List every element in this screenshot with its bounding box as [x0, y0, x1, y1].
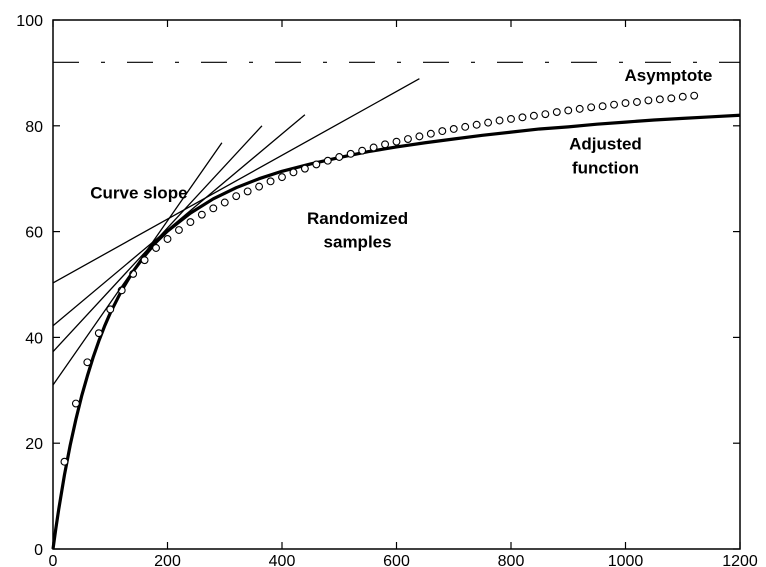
sample-point [140, 256, 149, 265]
annotations: Asymptote Adjusted function Curve slope Rand… [90, 66, 712, 252]
sample-point [678, 92, 687, 101]
sample-point [552, 108, 561, 116]
y-tick-label: 80 [25, 119, 43, 136]
sample-point [655, 95, 664, 104]
sample-point [415, 132, 424, 141]
sample-point [266, 177, 275, 186]
sample-point [300, 164, 309, 173]
sample-point [255, 182, 264, 191]
randomized-samples-series [60, 91, 699, 466]
sample-point [335, 153, 344, 161]
sample-point [632, 98, 641, 106]
sample-point [323, 156, 332, 165]
sample-point [449, 125, 458, 133]
sample-point [346, 149, 355, 158]
y-tick-label: 40 [25, 330, 43, 347]
sample-point [610, 100, 618, 109]
sample-point [507, 114, 515, 123]
sample-point [404, 135, 412, 143]
sample-point [232, 192, 241, 201]
sample-point [358, 146, 367, 155]
plot-area [51, 61, 741, 550]
annotation-label: Curve slope [90, 183, 187, 202]
sample-point [60, 457, 69, 466]
adjusted-function-line [51, 113, 741, 550]
x-tick-label: 800 [498, 553, 525, 567]
sample-point [587, 103, 596, 112]
tangent-line [52, 114, 306, 327]
sample-point [152, 244, 161, 252]
sample-point [381, 140, 389, 149]
sample-point [163, 235, 172, 243]
y-tick-label: 20 [25, 436, 43, 453]
sample-point [621, 99, 630, 108]
sample-point [690, 91, 699, 100]
sample-point [71, 399, 80, 408]
annotation-label: Randomized [307, 209, 408, 228]
sample-point [369, 143, 378, 152]
tangent-line [52, 142, 223, 386]
y-tick-label: 0 [34, 542, 43, 559]
y-axis: 0 20 40 60 80 100 [16, 13, 740, 559]
x-axis: 0 200 400 600 800 1000 1200 [49, 20, 758, 567]
y-tick-label: 60 [25, 225, 43, 242]
sample-point [484, 118, 493, 127]
sample-point [392, 137, 401, 146]
sample-point [312, 160, 321, 169]
sample-point [426, 129, 435, 138]
sample-point [83, 358, 92, 367]
sample-point [186, 218, 195, 227]
x-tick-label: 1000 [608, 553, 644, 567]
sample-point [289, 168, 298, 177]
sample-point [644, 96, 653, 105]
sample-point [220, 198, 229, 207]
x-tick-label: 400 [269, 553, 296, 567]
sample-point [209, 204, 218, 213]
annotation-label: Adjusted [569, 135, 642, 154]
x-tick-label: 600 [383, 553, 410, 567]
sample-point [472, 120, 481, 129]
sample-point [541, 110, 550, 119]
tangent-line [52, 125, 263, 353]
x-tick-label: 1200 [722, 553, 758, 567]
sample-point [278, 173, 286, 182]
sample-point [518, 113, 527, 122]
tangent-line [52, 78, 420, 284]
sample-point [598, 102, 607, 111]
x-tick-label: 0 [49, 553, 58, 567]
sample-point [243, 187, 252, 196]
sample-point [94, 329, 103, 338]
annotation-label: samples [324, 232, 392, 251]
annotation-label: function [572, 158, 639, 177]
sample-point [106, 305, 115, 314]
y-tick-label: 100 [16, 13, 43, 30]
x-tick-label: 200 [154, 553, 181, 567]
annotation-label: Asymptote [625, 66, 713, 85]
sample-point [564, 106, 573, 115]
sample-point [461, 122, 470, 131]
sample-point [197, 210, 206, 219]
sample-point [175, 226, 183, 234]
sample-point [495, 116, 504, 125]
sample-point [438, 127, 447, 136]
sample-point [667, 94, 676, 103]
sample-point [575, 104, 584, 113]
sample-point [529, 111, 538, 120]
